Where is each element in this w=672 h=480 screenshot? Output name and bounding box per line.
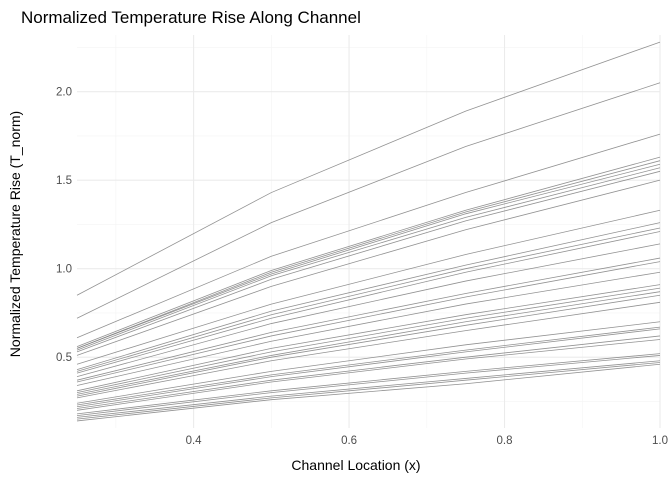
series-line-31 [76, 362, 661, 420]
series-line-27 [76, 339, 661, 411]
series-line-1 [76, 41, 661, 296]
y-axis-ticks: 0.5 1.0 1.5 2.0 [56, 87, 72, 365]
y-axis-title: Normalized Temperature Rise (T_norm) [7, 111, 23, 357]
series-line-32 [76, 363, 661, 422]
y-tick-label-2: 1.5 [56, 175, 72, 187]
x-axis-title: Channel Location (x) [291, 457, 420, 473]
y-tick-label-0: 0.5 [56, 352, 72, 364]
x-tick-label-0: 0.4 [186, 435, 203, 447]
series-lines [76, 41, 661, 422]
series-line-23 [76, 321, 661, 404]
series-line-11 [76, 222, 661, 370]
x-axis-ticks: 0.4 0.6 0.8 1.0 [186, 435, 668, 447]
series-line-5 [76, 160, 661, 349]
series-line-9 [76, 179, 661, 356]
series-line-6 [76, 163, 661, 349]
series-line-21 [76, 294, 661, 397]
series-line-16 [76, 261, 661, 383]
series-line-7 [76, 167, 661, 351]
series-line-4 [76, 156, 661, 347]
x-tick-label-1: 0.6 [341, 435, 357, 447]
chart-title: Normalized Temperature Rise Along Channe… [21, 8, 361, 27]
series-line-19 [76, 287, 661, 393]
series-line-18 [76, 284, 661, 392]
series-line-28 [76, 353, 661, 415]
series-line-3 [76, 133, 661, 339]
series-line-10 [76, 209, 661, 365]
series-line-26 [76, 335, 661, 409]
series-line-29 [76, 355, 661, 417]
x-tick-label-2: 0.8 [497, 435, 513, 447]
series-line-8 [76, 170, 661, 353]
x-tick-label-3: 1.0 [652, 435, 668, 447]
series-line-2 [76, 82, 661, 319]
y-tick-label-1: 1.0 [56, 264, 72, 276]
series-line-20 [76, 291, 661, 395]
series-line-17 [76, 271, 661, 386]
series-line-30 [76, 360, 661, 418]
series-line-14 [76, 243, 661, 378]
series-line-22 [76, 301, 661, 399]
y-tick-label-3: 2.0 [56, 87, 72, 99]
series-line-13 [76, 231, 661, 374]
series-line-24 [76, 326, 661, 406]
series-line-12 [76, 227, 661, 372]
series-line-15 [76, 257, 661, 381]
series-line-25 [76, 328, 661, 408]
